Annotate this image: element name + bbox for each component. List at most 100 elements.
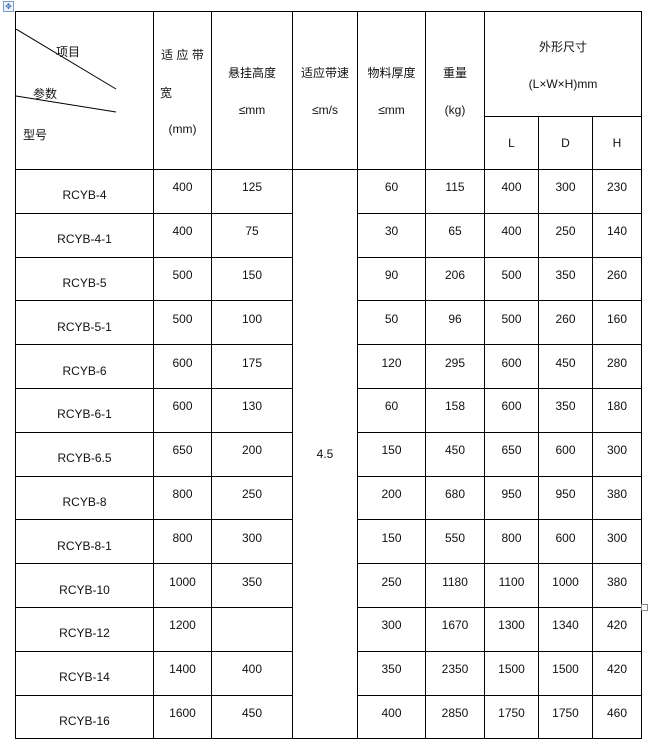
cell-l: 500 [484, 300, 539, 346]
table-move-handle-icon[interactable]: ✥ [3, 1, 14, 12]
cell-width: 650 [153, 431, 212, 477]
cell-width: 800 [153, 519, 212, 565]
cell-d: 950 [538, 475, 593, 521]
cell-h: 460 [592, 694, 642, 739]
cell-width: 600 [153, 387, 212, 433]
cell-d: 350 [538, 256, 593, 302]
cell-h: 280 [592, 344, 642, 389]
cell-model: RCYB-6-1 [15, 387, 154, 433]
cell-model: RCYB-5 [15, 256, 154, 302]
spec-table: 项目 参数 型号 适 应 带宽 (mm) 悬挂高度 ≤mm 适应带速 ≤m/s 物料厚… [15, 11, 642, 739]
cell-height [211, 606, 293, 652]
cell-h: 230 [592, 169, 642, 214]
cell-model: RCYB-16 [15, 694, 154, 739]
cell-l: 400 [484, 212, 539, 258]
cell-h: 180 [592, 387, 642, 433]
cell-l: 800 [484, 519, 539, 565]
cell-thick: 300 [357, 606, 426, 652]
cell-weight: 206 [425, 256, 485, 302]
cell-height: 400 [211, 650, 293, 696]
table-row: RCYB-6 600 175 120 295 600 450 280 [15, 344, 642, 389]
cell-height: 350 [211, 563, 293, 608]
header-item: 项目 [56, 44, 81, 59]
diagonal-header-cell: 项目 参数 型号 [15, 11, 154, 170]
cell-thick: 50 [357, 300, 426, 346]
cell-l: 400 [484, 169, 539, 214]
header-weight: 重量 (kg) [425, 11, 485, 170]
header-dim-l: L [484, 116, 539, 170]
cell-height: 125 [211, 169, 293, 214]
cell-h: 420 [592, 606, 642, 652]
cell-d: 600 [538, 431, 593, 477]
cell-h: 380 [592, 475, 642, 521]
cell-height: 130 [211, 387, 293, 433]
cell-d: 300 [538, 169, 593, 214]
cell-width: 500 [153, 300, 212, 346]
cell-width: 1400 [153, 650, 212, 696]
cell-thick: 30 [357, 212, 426, 258]
cell-l: 600 [484, 387, 539, 433]
table-row: RCYB-8 800 250 200 680 950 950 380 [15, 475, 642, 521]
cell-h: 140 [592, 212, 642, 258]
cell-model: RCYB-5-1 [15, 300, 154, 346]
cell-d: 260 [538, 300, 593, 346]
cell-h: 300 [592, 519, 642, 565]
cell-height: 250 [211, 475, 293, 521]
header-hang-height: 悬挂高度 ≤mm [211, 11, 293, 170]
cell-width: 1600 [153, 694, 212, 739]
cell-weight: 96 [425, 300, 485, 346]
cell-weight: 1670 [425, 606, 485, 652]
cell-thick: 200 [357, 475, 426, 521]
header-belt-width: 适 应 带宽 (mm) [153, 11, 212, 170]
cell-thick: 350 [357, 650, 426, 696]
cell-height: 450 [211, 694, 293, 739]
table-row: RCYB-8-1 800 300 150 550 800 600 300 [15, 519, 642, 565]
cell-d: 450 [538, 344, 593, 389]
cell-thick: 150 [357, 519, 426, 565]
header-belt-speed: 适应带速 ≤m/s [292, 11, 358, 170]
cell-model: RCYB-6.5 [15, 431, 154, 477]
cell-l: 950 [484, 475, 539, 521]
cell-height: 300 [211, 519, 293, 565]
header-thickness: 物料厚度 ≤mm [357, 11, 426, 170]
cell-height: 175 [211, 344, 293, 389]
header-param: 参数 [33, 86, 58, 101]
cell-model: RCYB-4-1 [15, 212, 154, 258]
cell-l: 600 [484, 344, 539, 389]
cell-d: 1340 [538, 606, 593, 652]
cell-h: 380 [592, 563, 642, 608]
table-row: RCYB-5-1 500 100 50 96 500 260 160 [15, 300, 642, 346]
cell-d: 350 [538, 387, 593, 433]
cell-height: 200 [211, 431, 293, 477]
cell-l: 1750 [484, 694, 539, 739]
cell-weight: 2850 [425, 694, 485, 739]
cell-weight: 1180 [425, 563, 485, 608]
diagonal-lines [16, 28, 117, 112]
cell-thick: 90 [357, 256, 426, 302]
cell-model: RCYB-8 [15, 475, 154, 521]
cell-width: 1000 [153, 563, 212, 608]
cell-h: 300 [592, 431, 642, 477]
cell-d: 250 [538, 212, 593, 258]
cell-thick: 60 [357, 387, 426, 433]
cell-model: RCYB-6 [15, 344, 154, 389]
cell-thick: 150 [357, 431, 426, 477]
cell-weight: 295 [425, 344, 485, 389]
header-dim-d: D [538, 116, 593, 170]
cell-thick: 120 [357, 344, 426, 389]
cell-d: 600 [538, 519, 593, 565]
header-dim-h: H [592, 116, 642, 170]
table-row: RCYB-5 500 150 90 206 500 350 260 [15, 256, 642, 302]
table-resize-handle[interactable] [641, 604, 648, 611]
cell-d: 1500 [538, 650, 593, 696]
cell-l: 1300 [484, 606, 539, 652]
table-row: RCYB-4-1 400 75 30 65 400 250 140 [15, 212, 642, 258]
cell-width: 800 [153, 475, 212, 521]
cell-weight: 65 [425, 212, 485, 258]
cell-weight: 158 [425, 387, 485, 433]
cell-h: 260 [592, 256, 642, 302]
cell-width: 1200 [153, 606, 212, 652]
cell-belt-speed: 4.5 [292, 168, 358, 739]
cell-height: 100 [211, 300, 293, 346]
cell-weight: 550 [425, 519, 485, 565]
